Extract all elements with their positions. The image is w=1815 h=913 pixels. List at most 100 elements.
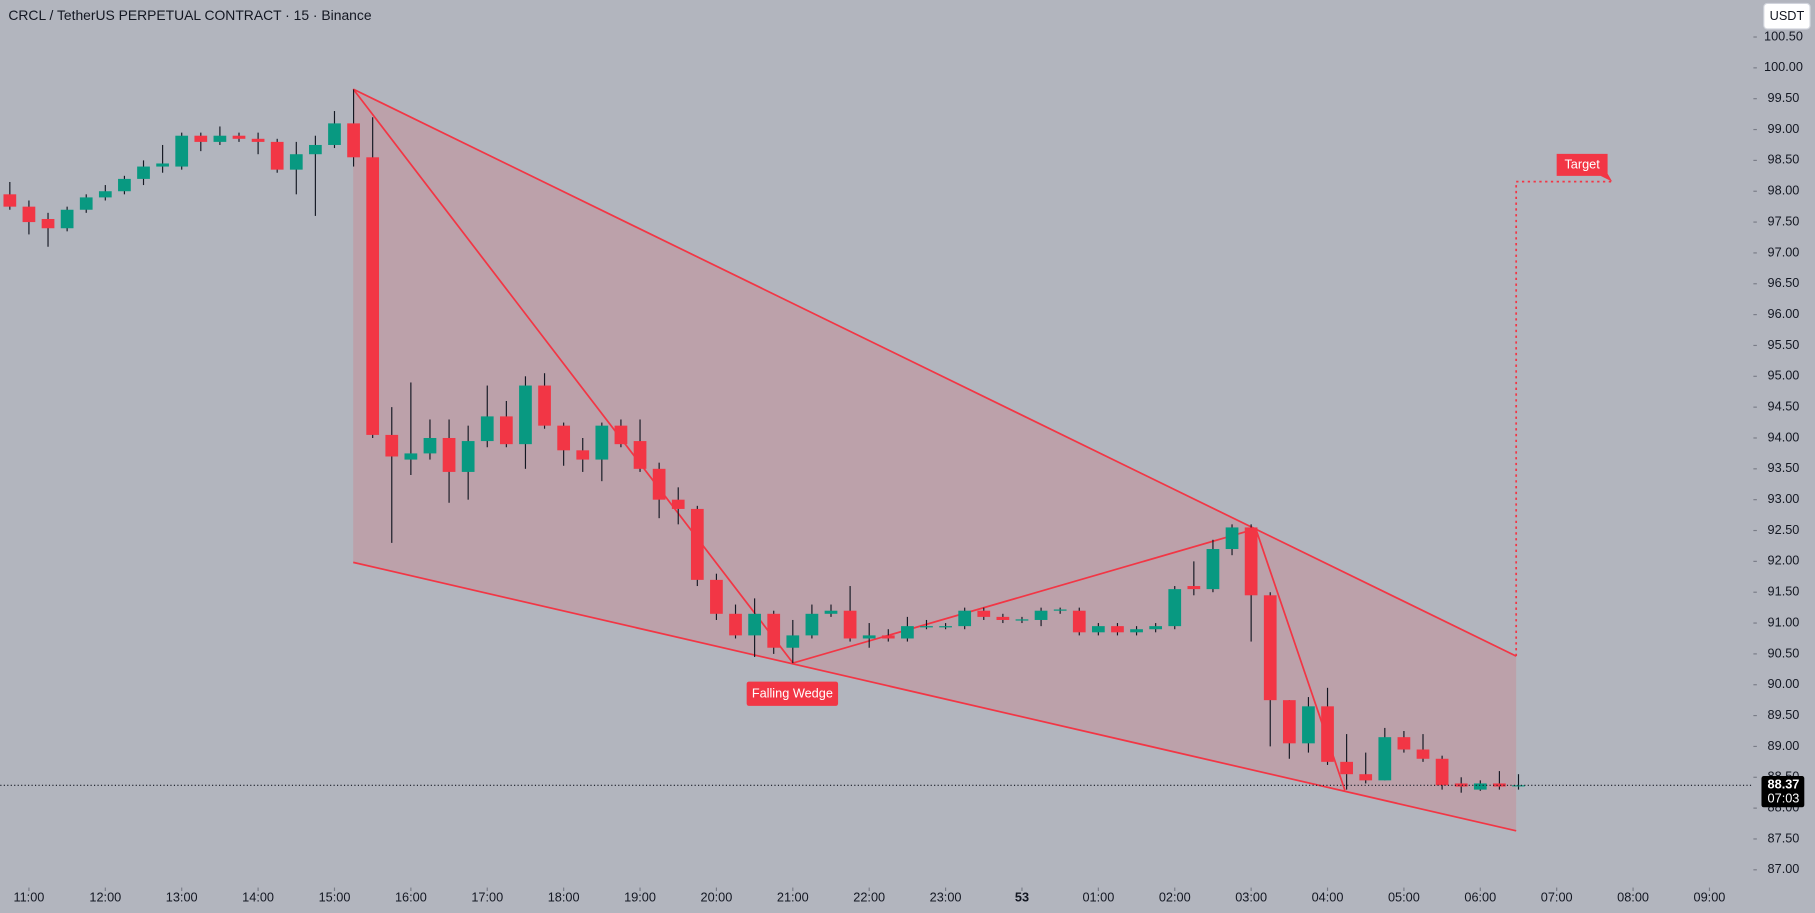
candle-body <box>41 218 55 229</box>
x-tick-label: 18:00 <box>548 889 580 904</box>
candle-body <box>1015 619 1029 621</box>
candle-body <box>213 135 227 142</box>
candle-body <box>786 635 800 648</box>
candle-body <box>1053 609 1067 611</box>
candle-body <box>60 209 74 229</box>
y-tick-label: 93.50 <box>1768 460 1800 475</box>
candle-body <box>958 610 972 627</box>
candle-body <box>251 138 265 142</box>
candle-body <box>1512 785 1525 787</box>
y-tick-label: 89.50 <box>1768 707 1800 722</box>
y-tick-label: 99.50 <box>1768 90 1800 105</box>
x-tick-label: 53 <box>1015 889 1029 904</box>
candle-body <box>1034 610 1048 620</box>
candle-body <box>920 626 933 628</box>
x-tick-label: 02:00 <box>1159 889 1191 904</box>
candle-body <box>843 610 857 639</box>
x-tick-label: 23:00 <box>930 889 962 904</box>
last-price-label: 88.37 <box>1768 777 1800 792</box>
target-label: Target <box>1556 153 1613 182</box>
candle-body <box>538 385 551 426</box>
candle-body <box>1454 783 1468 787</box>
x-tick-label: 04:00 <box>1312 889 1344 904</box>
y-tick-label: 95.50 <box>1768 337 1800 352</box>
candle-body <box>328 123 341 145</box>
currency-button[interactable]: USDT <box>1763 2 1811 30</box>
x-tick-label: 07:00 <box>1541 889 1573 904</box>
candle-body <box>22 206 36 223</box>
x-tick-label: 16:00 <box>395 889 427 904</box>
x-tick-label: 15:00 <box>319 889 351 904</box>
wedge-fill <box>353 89 1517 831</box>
annotation: Falling Wedge <box>752 686 833 701</box>
y-tick-label: 90.50 <box>1768 645 1800 660</box>
x-tick-label: 17:00 <box>471 889 503 904</box>
candle-body <box>3 194 17 207</box>
x-tick-label: 20:00 <box>701 889 733 904</box>
y-tick-label: 97.50 <box>1768 213 1800 228</box>
candle-body <box>347 123 360 158</box>
candle-body <box>1321 706 1334 762</box>
x-tick-label: 13:00 <box>166 889 198 904</box>
candle-body <box>480 416 494 442</box>
button-box[interactable] <box>1763 2 1811 30</box>
candle-body <box>194 135 208 142</box>
candle-body <box>1302 706 1315 744</box>
y-tick-label: 94.50 <box>1768 399 1800 414</box>
candle-body <box>1149 626 1163 630</box>
candle-body <box>1225 527 1239 550</box>
y-tick-label: 92.50 <box>1768 522 1800 537</box>
zigzag <box>352 88 1346 791</box>
y-tick-label: 94.00 <box>1768 429 1800 444</box>
drawings <box>352 88 1613 832</box>
candle-body <box>442 437 456 472</box>
candle-body <box>1378 737 1392 781</box>
candle-body <box>996 616 1010 620</box>
candle-body <box>633 441 647 469</box>
candle-body <box>1263 595 1277 701</box>
candle-body <box>461 441 475 472</box>
candle-body <box>404 453 418 460</box>
candle-body <box>1111 626 1124 633</box>
candle-body <box>1168 589 1182 627</box>
candle-body <box>499 416 513 445</box>
candle-body <box>1416 749 1430 759</box>
y-tick-label: 96.50 <box>1768 275 1800 290</box>
candle-body <box>270 141 284 170</box>
candle-body <box>137 166 150 179</box>
x-tick-label: 14:00 <box>242 889 274 904</box>
y-tick-label: 93.00 <box>1768 491 1800 506</box>
currency[interactable]: USDT <box>1770 8 1805 23</box>
y-tick-label: 89.00 <box>1768 738 1800 753</box>
candle-body <box>748 613 761 636</box>
candle-body <box>118 178 131 192</box>
x-tick-label: 05:00 <box>1388 889 1420 904</box>
y-tick-label: 90.00 <box>1768 676 1800 691</box>
candle-body <box>423 437 437 454</box>
label-box <box>746 681 839 706</box>
last-price-box <box>1761 776 1805 808</box>
y-tick-label: 100.50 <box>1764 28 1803 43</box>
candle-body <box>824 610 838 614</box>
candle-body <box>1473 783 1487 790</box>
candle-body <box>98 191 112 198</box>
y-tick-label: 95.00 <box>1768 368 1800 383</box>
candle-body <box>232 135 246 139</box>
y-tick-label: 98.00 <box>1768 183 1800 198</box>
candle-body <box>156 163 169 167</box>
x-tick-label: 22:00 <box>853 889 885 904</box>
candle-body <box>519 385 532 445</box>
chart-title: CRCL / TetherUS PERPETUAL CONTRACT · 15 … <box>8 7 371 23</box>
candle-body <box>79 197 93 210</box>
x-tick-label: 06:00 <box>1464 889 1496 904</box>
y-tick-label: 98.50 <box>1768 152 1800 167</box>
candle-body <box>366 157 380 435</box>
y-tick-label: 92.00 <box>1768 553 1800 568</box>
candle-body <box>1397 737 1411 750</box>
y-tick-label: 91.50 <box>1768 584 1800 599</box>
candle-body <box>1493 783 1506 787</box>
candle-body <box>1206 549 1220 590</box>
candle-body <box>614 425 628 445</box>
